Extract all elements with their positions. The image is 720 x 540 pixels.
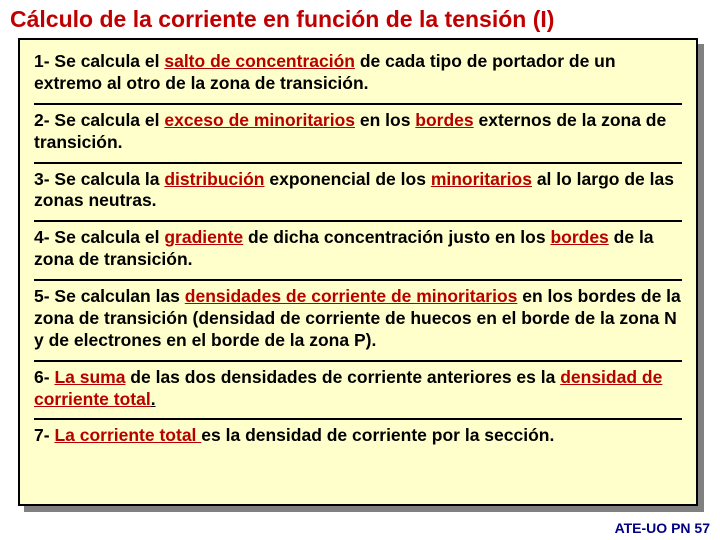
step-4-highlight-d: bordes xyxy=(550,227,608,247)
step-2: 2- Se calcula el exceso de minoritarios … xyxy=(34,105,682,164)
step-2-text-a: 2- Se calcula el xyxy=(34,110,164,130)
step-6: 6- La suma de las dos densidades de corr… xyxy=(34,362,682,421)
step-3-highlight-b: distribución xyxy=(164,169,264,189)
step-7-text-a: 7- xyxy=(34,425,54,445)
step-7: 7- La corriente total es la densidad de … xyxy=(34,420,682,449)
step-6-text-a: 6- xyxy=(34,367,54,387)
content-box: 1- Se calcula el salto de concentración … xyxy=(18,38,698,506)
step-6-highlight-b: La suma xyxy=(54,367,125,387)
step-3: 3- Se calcula la distribución exponencia… xyxy=(34,164,682,223)
step-1: 1- Se calcula el salto de concentración … xyxy=(34,46,682,105)
step-2-highlight-b: exceso de minoritarios xyxy=(164,110,355,130)
step-1-highlight: salto de concentración xyxy=(164,51,355,71)
step-4-text-a: 4- Se calcula el xyxy=(34,227,164,247)
footer-label: ATE-UO PN 57 xyxy=(615,520,710,536)
step-2-text-c: en los xyxy=(355,110,415,130)
step-3-text-a: 3- Se calcula la xyxy=(34,169,164,189)
step-2-highlight-d: bordes xyxy=(415,110,473,130)
step-4: 4- Se calcula el gradiente de dicha conc… xyxy=(34,222,682,281)
step-5-highlight-b: densidades de corriente de minoritarios xyxy=(185,286,518,306)
step-1-text-a: 1- Se calcula el xyxy=(34,51,164,71)
step-6-text-c: de las dos densidades de corriente anter… xyxy=(125,367,560,387)
step-3-text-c: exponencial de los xyxy=(265,169,431,189)
page-title: Cálculo de la corriente en función de la… xyxy=(0,0,720,39)
step-7-highlight-b: La corriente total xyxy=(54,425,201,445)
step-7-text-c: es la densidad de corriente por la secci… xyxy=(201,425,554,445)
step-6-text-e: . xyxy=(151,389,156,409)
step-3-highlight-d: minoritarios xyxy=(431,169,532,189)
step-5: 5- Se calculan las densidades de corrien… xyxy=(34,281,682,362)
step-4-highlight-b: gradiente xyxy=(164,227,243,247)
step-4-text-c: de dicha concentración justo en los xyxy=(243,227,550,247)
step-5-text-a: 5- Se calculan las xyxy=(34,286,185,306)
